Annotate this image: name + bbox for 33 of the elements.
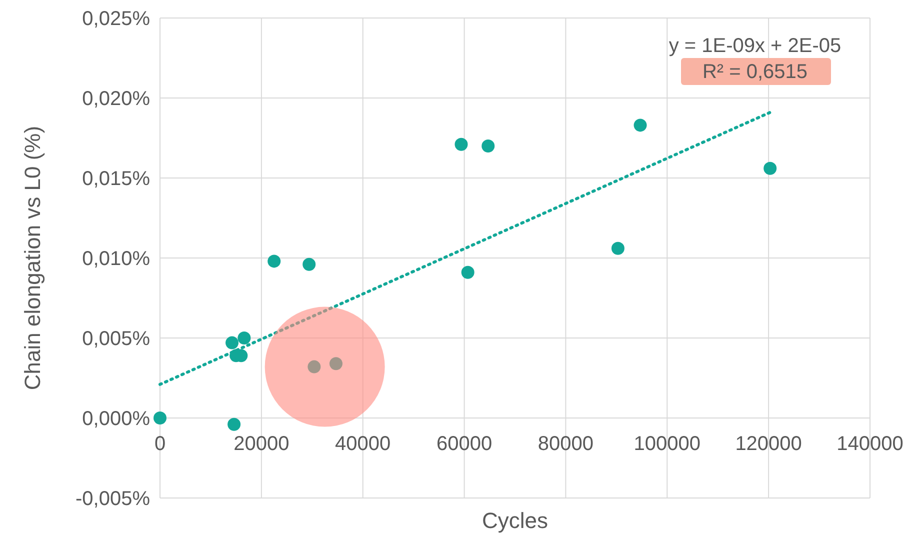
- y-tick-label: 0,015%: [82, 168, 150, 190]
- x-axis-title: Cycles: [482, 508, 548, 533]
- x-tick-label: 80000: [538, 433, 594, 455]
- point: [482, 140, 495, 152]
- x-tick-label: 120000: [735, 433, 802, 455]
- y-tick-label: 0,005%: [82, 328, 150, 350]
- y-tick-label: 0,010%: [82, 248, 150, 270]
- x-tick-label: 40000: [335, 433, 391, 455]
- x-tick-label: 140000: [836, 433, 904, 455]
- point: [302, 258, 316, 271]
- x-tick-label: 60000: [436, 433, 492, 455]
- y-tick-label: 0,020%: [82, 88, 150, 110]
- y-tick-label: -0,005%: [76, 488, 150, 510]
- point: [634, 118, 647, 132]
- point: [238, 332, 251, 344]
- annotation: y = 1E-09x + 2E-05: [668, 35, 842, 57]
- point: [228, 418, 241, 431]
- y-tick-label: 0,025%: [82, 8, 150, 30]
- y-tick-label: 0,000%: [82, 408, 150, 430]
- x-tick-label: 0: [154, 433, 166, 455]
- y-axis-title: Chain elongation vs L0 (%): [20, 126, 45, 390]
- point: [226, 336, 239, 350]
- x-tick-label: 20000: [234, 433, 290, 455]
- point: [461, 266, 474, 279]
- point: [764, 162, 777, 175]
- x-tick-label: 100000: [634, 433, 701, 455]
- point: [454, 138, 468, 151]
- point: [611, 242, 624, 255]
- annotation: R² = 0,6515: [702, 61, 808, 83]
- point: [308, 360, 321, 374]
- point: [154, 412, 166, 424]
- point: [329, 357, 342, 370]
- point: [268, 254, 281, 268]
